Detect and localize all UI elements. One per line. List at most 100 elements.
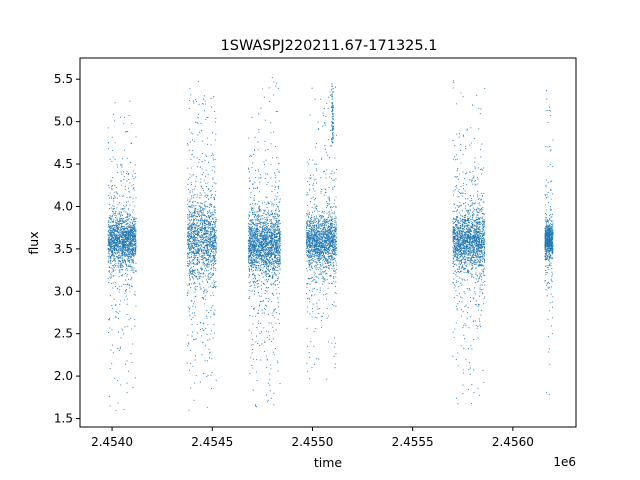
data-point	[188, 210, 191, 212]
data-point	[196, 231, 198, 233]
data-point	[131, 211, 134, 213]
data-point	[198, 283, 200, 285]
data-point	[113, 246, 115, 248]
data-point	[203, 240, 205, 242]
data-point	[203, 373, 205, 375]
data-point	[258, 238, 260, 240]
data-point	[250, 191, 252, 193]
data-point	[187, 215, 189, 217]
data-point	[266, 207, 268, 209]
data-point	[198, 245, 200, 248]
data-point	[274, 174, 276, 176]
data-point	[120, 241, 122, 243]
data-point	[114, 227, 116, 229]
data-point	[119, 260, 121, 262]
data-point	[110, 181, 112, 183]
data-point	[214, 239, 216, 241]
data-point	[207, 258, 209, 260]
data-point	[208, 238, 210, 240]
data-point	[279, 267, 281, 269]
data-point	[191, 237, 193, 239]
data-point	[214, 139, 216, 141]
data-point	[191, 231, 193, 233]
data-point	[257, 312, 259, 314]
data-point	[266, 234, 268, 236]
data-point	[270, 264, 273, 266]
data-point	[114, 158, 116, 160]
data-point	[271, 284, 273, 286]
data-point	[209, 238, 211, 240]
data-point	[125, 253, 127, 255]
data-point	[258, 262, 260, 265]
data-point	[204, 345, 206, 347]
data-point	[277, 238, 279, 240]
data-point	[276, 256, 279, 258]
data-point	[275, 289, 277, 291]
data-point	[269, 258, 271, 260]
data-point	[206, 205, 208, 208]
data-point	[135, 238, 137, 240]
data-point	[206, 219, 208, 221]
data-point	[257, 249, 259, 251]
data-point	[267, 216, 269, 218]
data-point	[123, 238, 125, 240]
data-point	[252, 358, 254, 360]
data-point	[205, 249, 207, 251]
data-point	[214, 261, 216, 263]
data-point	[254, 240, 256, 242]
data-point	[202, 214, 204, 216]
data-point	[129, 255, 131, 257]
data-point	[264, 219, 266, 221]
data-point	[135, 246, 137, 249]
data-point	[248, 225, 250, 227]
data-point	[116, 241, 118, 243]
data-point	[198, 215, 201, 217]
data-point	[200, 288, 202, 290]
data-point	[264, 304, 267, 306]
data-point	[108, 257, 110, 259]
data-point	[131, 185, 133, 187]
data-point	[265, 248, 267, 250]
data-point	[276, 245, 278, 247]
data-point	[202, 189, 205, 191]
data-point	[273, 281, 275, 283]
data-point	[192, 174, 194, 176]
data-point	[259, 345, 261, 347]
data-point	[258, 247, 260, 249]
data-point	[208, 286, 210, 288]
data-point	[129, 213, 131, 215]
data-point	[112, 211, 114, 213]
data-point	[201, 354, 203, 356]
data-point	[202, 227, 204, 230]
data-point	[267, 313, 270, 315]
data-point	[253, 187, 255, 190]
data-point	[257, 283, 259, 285]
data-point	[258, 265, 260, 267]
data-point	[263, 350, 265, 352]
data-point	[114, 243, 116, 245]
data-point	[109, 225, 111, 227]
data-point	[276, 225, 278, 227]
data-point	[206, 333, 208, 335]
data-point	[117, 171, 119, 174]
data-point	[258, 232, 260, 234]
data-point	[188, 149, 190, 151]
data-point	[127, 209, 129, 211]
data-point	[278, 186, 280, 188]
data-point	[279, 223, 281, 225]
data-point	[191, 139, 194, 141]
data-point	[119, 222, 121, 225]
data-point	[269, 218, 271, 221]
data-point	[255, 259, 258, 261]
data-point	[278, 170, 280, 172]
data-point	[211, 211, 213, 213]
data-point	[195, 295, 197, 297]
data-point	[201, 206, 203, 208]
data-point	[111, 237, 113, 239]
data-point	[275, 85, 277, 87]
data-point	[127, 249, 129, 251]
data-point	[120, 246, 123, 248]
data-point	[215, 281, 217, 283]
data-point	[255, 220, 257, 222]
data-point	[192, 265, 194, 267]
